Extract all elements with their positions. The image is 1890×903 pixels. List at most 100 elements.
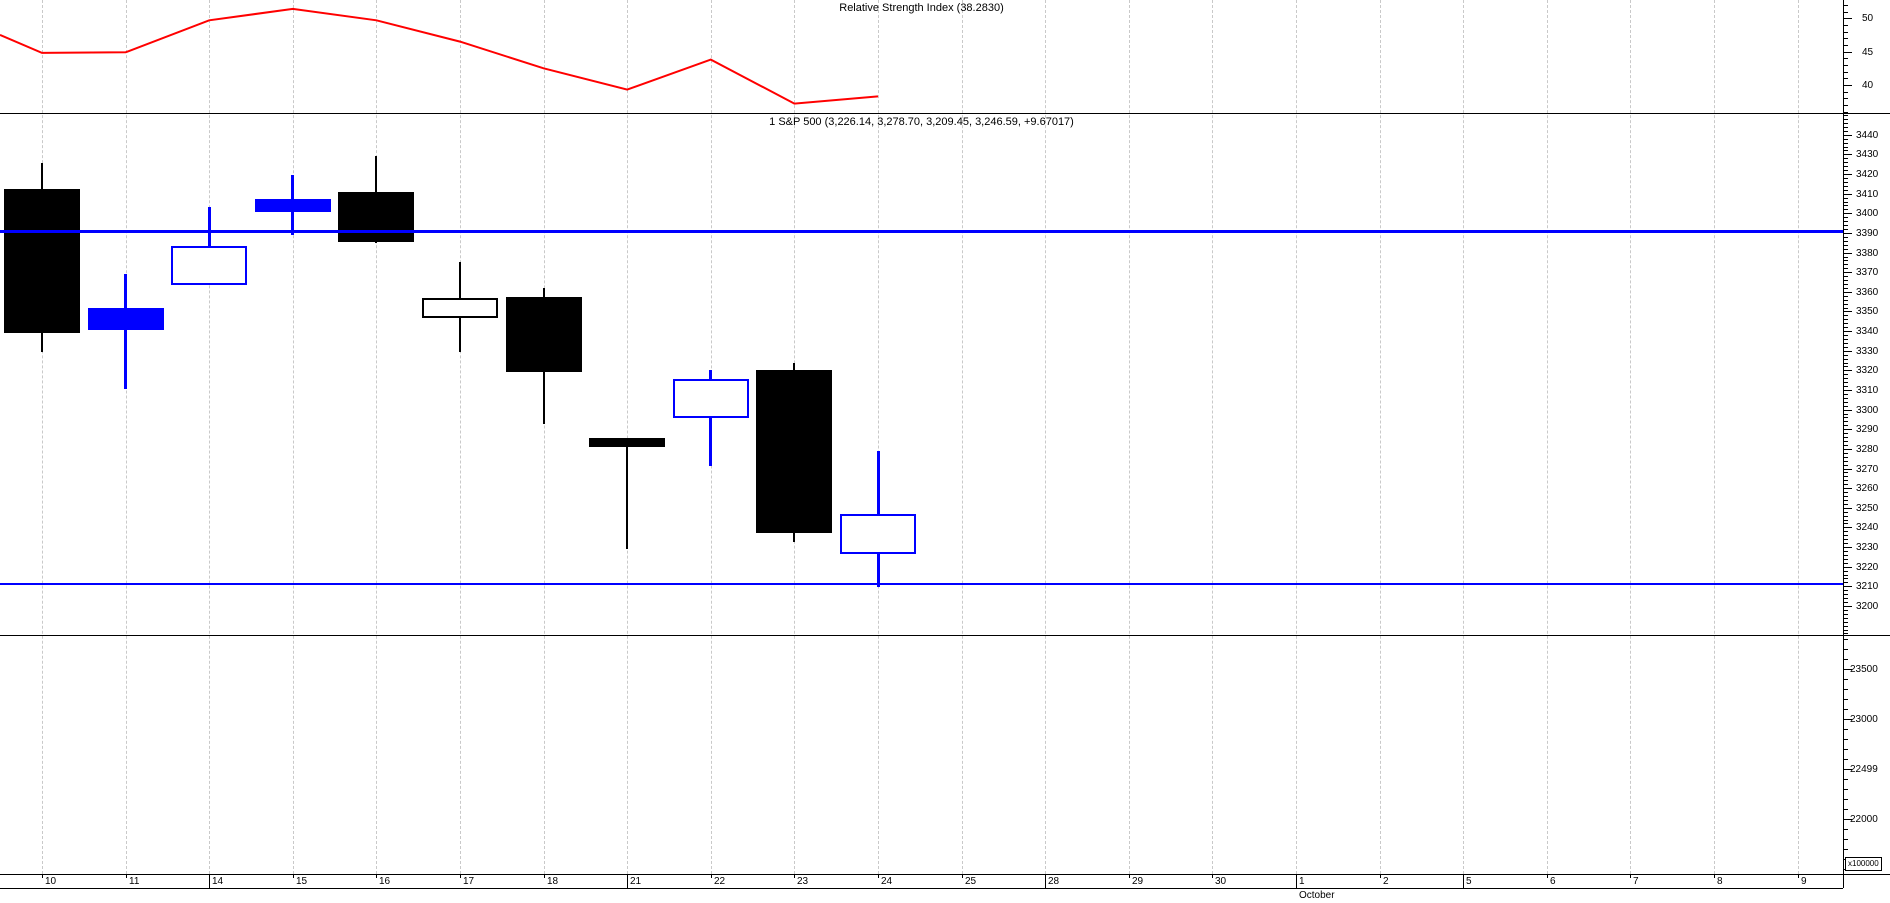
y-axis-major-tick: [1843, 272, 1852, 273]
y-axis-minor-tick: [1843, 288, 1848, 289]
candle-body[interactable]: [338, 192, 414, 242]
y-axis-minor-tick: [1843, 476, 1848, 477]
y-axis-minor-tick: [1843, 512, 1848, 513]
x-axis-tick: [1212, 874, 1213, 878]
x-axis-label: 5: [1466, 876, 1472, 887]
y-axis-major-tick: [1843, 292, 1852, 293]
candle-body[interactable]: [673, 379, 749, 418]
y-axis-major-tick: [1843, 194, 1852, 195]
y-axis-minor-tick: [1843, 347, 1848, 348]
y-axis-minor-tick: [1843, 147, 1848, 148]
y-axis-label: 3310: [1856, 385, 1879, 396]
y-axis-minor-tick: [1843, 363, 1848, 364]
x-axis-label: 17: [463, 876, 475, 887]
y-axis-label: 40: [1862, 80, 1874, 91]
y-axis-minor-tick: [1843, 257, 1848, 258]
session-gridline: [126, 0, 127, 874]
session-gridline: [1630, 0, 1631, 874]
x-axis-label: 1: [1299, 876, 1305, 887]
y-axis-minor-tick: [1843, 284, 1848, 285]
y-axis-minor-tick: [1843, 402, 1848, 403]
x-axis-tick: [544, 874, 545, 878]
rsi-price-separator: [0, 113, 1890, 114]
y-axis-minor-tick: [1843, 78, 1848, 79]
y-axis-label: 3280: [1856, 444, 1879, 455]
candle-body[interactable]: [756, 370, 832, 533]
x-axis-label: 7: [1633, 876, 1639, 887]
y-axis-minor-tick: [1843, 182, 1848, 183]
session-gridline: [1129, 0, 1130, 874]
y-axis-minor-tick: [1843, 809, 1848, 810]
y-axis-minor-tick: [1843, 598, 1848, 599]
y-axis-minor-tick: [1843, 633, 1848, 634]
candle-body[interactable]: [589, 438, 665, 447]
y-axis-minor-tick: [1843, 198, 1848, 199]
y-axis-minor-tick: [1843, 839, 1848, 840]
rsi-line[interactable]: [0, 7, 879, 105]
y-axis-minor-tick: [1843, 382, 1848, 383]
y-axis-major-tick: [1843, 174, 1852, 175]
x-axis-tick: [1798, 874, 1799, 878]
y-axis-minor-tick: [1843, 139, 1848, 140]
candle-body[interactable]: [422, 298, 498, 318]
candle-body[interactable]: [4, 189, 80, 333]
x-axis-tick: [794, 874, 795, 878]
x-axis-tick: [1380, 874, 1381, 878]
y-axis-major-tick: [1843, 331, 1852, 332]
y-axis-minor-tick: [1843, 421, 1848, 422]
candle-body[interactable]: [255, 199, 331, 212]
y-axis-label: 3430: [1856, 149, 1879, 160]
y-axis-minor-tick: [1843, 72, 1848, 73]
y-axis-label: 3380: [1856, 248, 1879, 259]
y-axis-minor-tick: [1843, 150, 1848, 151]
y-axis-minor-tick: [1843, 531, 1848, 532]
xaxis-band-bottom: [0, 888, 1843, 889]
y-axis-label: 3330: [1856, 346, 1879, 357]
support-line[interactable]: [0, 583, 1843, 585]
price-panel-title: 1 S&P 500 (3,226.14, 3,278.70, 3,209.45,…: [769, 116, 1074, 128]
y-axis-major-tick: [1843, 85, 1852, 86]
y-axis-label: 3410: [1856, 189, 1879, 200]
y-axis-minor-tick: [1843, 563, 1848, 564]
y-axis-minor-tick: [1843, 689, 1848, 690]
y-axis-minor-tick: [1843, 123, 1848, 124]
y-axis-minor-tick: [1843, 551, 1848, 552]
candle-body[interactable]: [840, 514, 916, 554]
rsi-line-chart[interactable]: [0, 0, 1843, 113]
x-axis-tick: [962, 874, 963, 878]
y-axis-minor-tick: [1843, 610, 1848, 611]
y-axis-minor-tick: [1843, 260, 1848, 261]
y-axis-minor-tick: [1843, 65, 1848, 66]
y-axis-minor-tick: [1843, 296, 1848, 297]
candle-body[interactable]: [506, 297, 582, 372]
y-axis-label: 3440: [1856, 130, 1879, 141]
y-axis-minor-tick: [1843, 217, 1848, 218]
y-axis-major-tick: [1843, 311, 1852, 312]
session-gridline: [1547, 0, 1548, 874]
resistance-line[interactable]: [0, 230, 1843, 233]
y-axis-line: [1843, 0, 1844, 888]
y-axis-minor-tick: [1843, 496, 1848, 497]
x-axis-label: 29: [1132, 876, 1144, 887]
y-axis-minor-tick: [1843, 245, 1848, 246]
candle-body[interactable]: [88, 308, 164, 330]
x-axis-label: 25: [965, 876, 977, 887]
x-axis-tick: [460, 874, 461, 878]
candle-body[interactable]: [171, 246, 247, 285]
y-axis-minor-tick: [1843, 590, 1848, 591]
y-axis-minor-tick: [1843, 105, 1848, 106]
y-axis-minor-tick: [1843, 38, 1848, 39]
y-axis-minor-tick: [1843, 520, 1848, 521]
x-axis-label: 11: [129, 876, 140, 887]
y-axis-minor-tick: [1843, 749, 1848, 750]
y-axis-label: 3220: [1856, 562, 1879, 573]
y-axis-label: 3340: [1856, 326, 1879, 337]
y-axis-minor-tick: [1843, 394, 1848, 395]
x-axis-label: 6: [1550, 876, 1556, 887]
y-axis-label: 45: [1862, 47, 1874, 58]
y-axis-minor-tick: [1843, 32, 1848, 33]
x-axis-label: 30: [1215, 876, 1227, 887]
x-axis-tick: [1630, 874, 1631, 878]
y-axis-minor-tick: [1843, 465, 1848, 466]
x-axis-tick: [126, 874, 127, 878]
